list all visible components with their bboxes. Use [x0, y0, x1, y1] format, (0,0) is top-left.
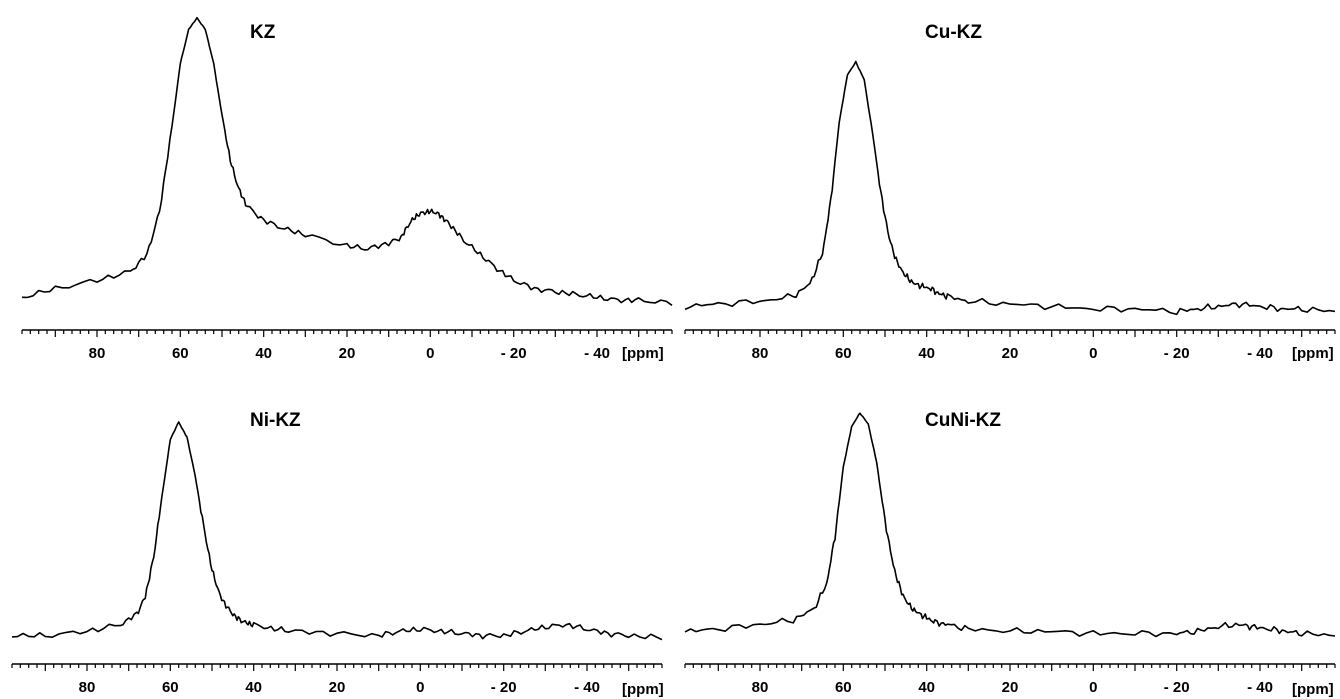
panel-cuni-kz: CuNi-KZ 80 60 40 20 0 - 20 - 40 [ppm] — [684, 410, 1336, 698]
tick-label: 20 — [1002, 345, 1019, 362]
tick-label: 0 — [416, 679, 424, 696]
panel-title: KZ — [250, 22, 276, 43]
tick-label: 80 — [89, 345, 106, 362]
spectrum-line — [684, 412, 1336, 638]
tick-label: - 40 — [584, 345, 610, 362]
tick-label: 20 — [329, 679, 346, 696]
tick-label: 0 — [1089, 345, 1097, 362]
tick-label: 60 — [172, 345, 189, 362]
panel-cu-kz: Cu-KZ 80 60 40 20 0 - 20 - 40 [ppm] — [684, 22, 1336, 362]
axis-unit-label: [ppm] — [1292, 345, 1334, 362]
panel-title: Ni-KZ — [250, 410, 301, 431]
tick-group: 80 60 40 20 0 - 20 - 40 — [11, 664, 663, 696]
tick-label: 40 — [918, 679, 935, 696]
tick-label: 40 — [918, 345, 935, 362]
tick-label: 40 — [255, 345, 272, 362]
tick-group: 80 60 40 20 0 - 20 - 40 — [684, 330, 1336, 362]
spectrum-line — [11, 421, 663, 641]
tick-group: 80 60 40 20 0 - 20 - 40 — [684, 664, 1336, 696]
panel-ni-kz: Ni-KZ 80 60 40 20 0 - 20 - 40 [ppm] — [11, 410, 664, 698]
tick-label: 60 — [835, 345, 852, 362]
axis-unit-label: [ppm] — [622, 681, 664, 698]
tick-label: - 20 — [491, 679, 517, 696]
axis-unit-label: [ppm] — [1292, 681, 1334, 698]
axis-unit-label: [ppm] — [622, 345, 664, 362]
spectrum-line — [684, 60, 1336, 316]
tick-label: 0 — [426, 345, 434, 362]
tick-label: 40 — [245, 679, 262, 696]
tick-label: 60 — [835, 679, 852, 696]
tick-group: 80 60 40 20 0 - 20 - 40 — [21, 330, 673, 362]
tick-label: 80 — [752, 679, 769, 696]
tick-label: 0 — [1089, 679, 1097, 696]
tick-label: - 40 — [574, 679, 600, 696]
panel-title: CuNi-KZ — [925, 410, 1001, 431]
tick-label: - 20 — [1164, 679, 1190, 696]
tick-label: 20 — [339, 345, 356, 362]
tick-label: 60 — [162, 679, 179, 696]
tick-label: - 20 — [501, 345, 527, 362]
tick-label: 80 — [79, 679, 96, 696]
tick-label: - 40 — [1247, 679, 1273, 696]
tick-label: 80 — [752, 345, 769, 362]
tick-label: - 40 — [1247, 345, 1273, 362]
spectrum-line — [21, 16, 673, 306]
tick-label: - 20 — [1164, 345, 1190, 362]
panel-title: Cu-KZ — [925, 22, 982, 43]
tick-label: 20 — [1002, 679, 1019, 696]
panel-kz: KZ 80 60 40 20 0 - 20 - 40 [ppm] — [21, 16, 673, 362]
